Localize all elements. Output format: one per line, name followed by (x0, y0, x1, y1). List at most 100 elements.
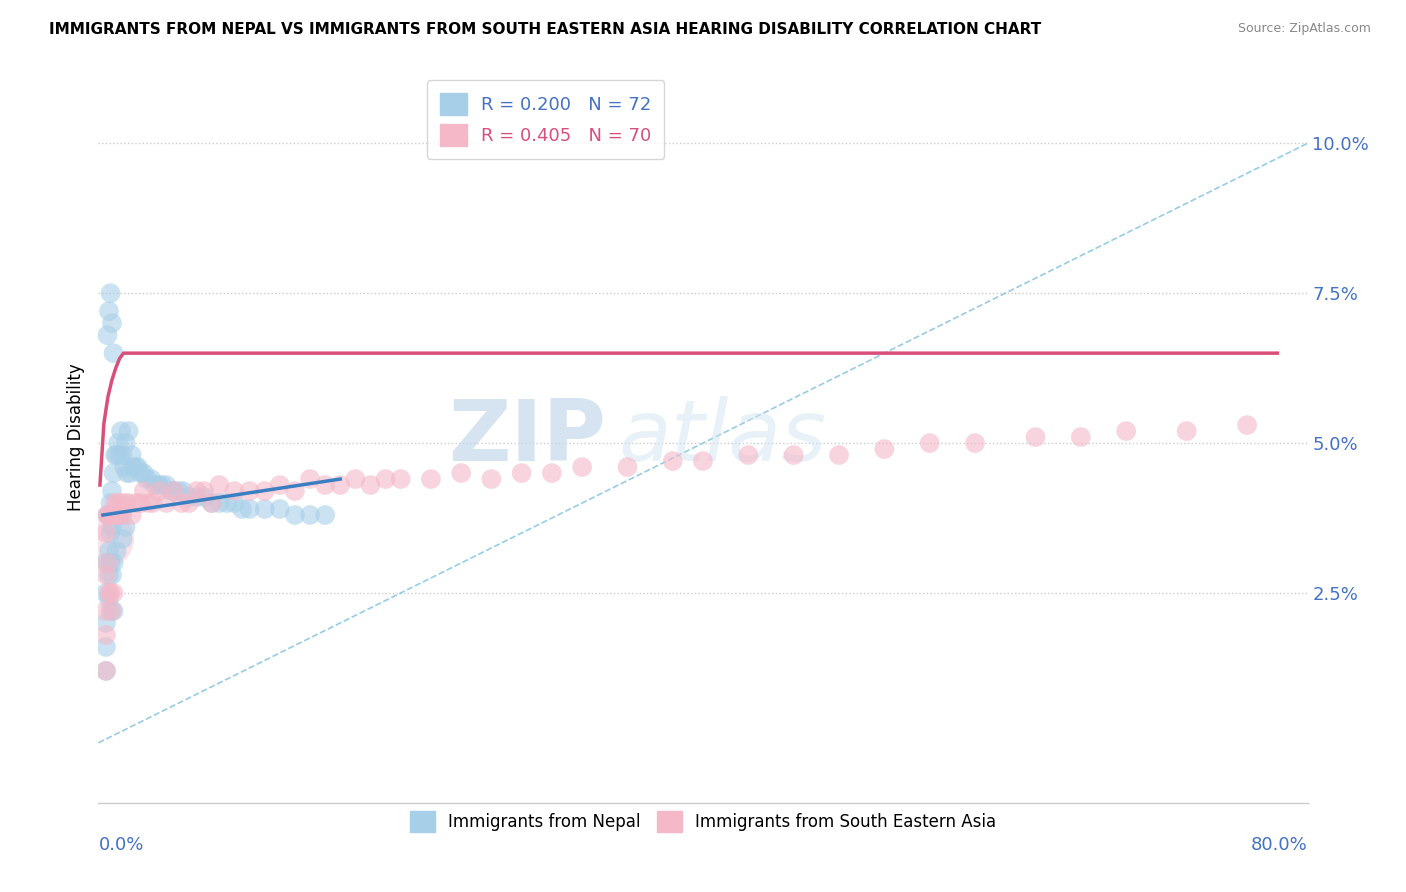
Point (193, 483, 215, 498)
Point (616, 460, 638, 475)
Point (965, 436, 987, 450)
Point (163, 483, 186, 498)
Point (96, 328, 118, 343)
Point (155, 496, 177, 510)
Point (1070, 430, 1092, 444)
Point (193, 490, 215, 504)
Point (481, 472, 503, 486)
Point (121, 508, 143, 522)
Point (132, 466, 155, 480)
Legend: Immigrants from Nepal, Immigrants from South Eastern Asia: Immigrants from Nepal, Immigrants from S… (404, 805, 1002, 838)
Point (107, 436, 129, 450)
Point (103, 466, 125, 480)
Point (100, 604, 122, 618)
Point (96, 508, 118, 522)
Point (108, 508, 131, 522)
Point (186, 490, 208, 504)
Point (167, 483, 190, 498)
Point (94, 526, 117, 541)
Point (110, 496, 132, 510)
Point (107, 508, 129, 522)
Point (873, 442, 896, 456)
Point (101, 604, 124, 618)
Point (314, 508, 336, 522)
Text: ZIP: ZIP (449, 395, 606, 479)
Point (737, 448, 759, 462)
Point (100, 508, 122, 522)
Point (450, 466, 472, 480)
Point (135, 472, 157, 486)
Text: Source: ZipAtlas.com: Source: ZipAtlas.com (1237, 22, 1371, 36)
Point (122, 460, 145, 475)
Point (692, 454, 714, 468)
Point (284, 508, 307, 522)
Point (661, 454, 683, 468)
Point (129, 466, 152, 480)
Point (94, 615, 117, 630)
Point (208, 496, 231, 510)
Point (103, 346, 125, 360)
Point (114, 520, 136, 534)
Point (103, 508, 125, 522)
Point (98, 544, 121, 558)
Point (918, 436, 941, 450)
Point (112, 460, 135, 475)
Point (100, 526, 122, 541)
Point (215, 496, 238, 510)
Point (314, 478, 336, 492)
Point (93, 532, 115, 546)
Text: atlas: atlas (619, 395, 827, 479)
Point (150, 478, 173, 492)
Point (94, 604, 117, 618)
Point (111, 532, 134, 546)
Point (179, 496, 201, 510)
Point (111, 448, 134, 462)
Point (148, 483, 170, 498)
Point (1115, 424, 1137, 438)
Point (94, 568, 117, 582)
Point (121, 448, 143, 462)
Point (571, 460, 593, 475)
Y-axis label: Hearing Disability: Hearing Disability (66, 363, 84, 511)
Point (94, 628, 117, 642)
Point (100, 586, 122, 600)
Point (389, 472, 412, 486)
Point (127, 460, 149, 475)
Point (208, 478, 231, 492)
Text: IMMIGRANTS FROM NEPAL VS IMMIGRANTS FROM SOUTH EASTERN ASIA HEARING DISABILITY C: IMMIGRANTS FROM NEPAL VS IMMIGRANTS FROM… (49, 22, 1042, 37)
Point (374, 472, 396, 486)
Point (155, 478, 177, 492)
Point (125, 460, 148, 475)
Point (103, 508, 125, 522)
Point (172, 483, 194, 498)
Point (111, 508, 134, 522)
Point (98, 508, 121, 522)
Point (104, 448, 127, 462)
Point (179, 490, 201, 504)
Point (269, 478, 291, 492)
Point (105, 544, 128, 558)
Point (94, 664, 117, 678)
Point (101, 568, 124, 582)
Point (828, 448, 851, 462)
Point (231, 502, 253, 516)
Point (170, 496, 193, 510)
Point (104, 508, 127, 522)
Point (98, 586, 121, 600)
Point (101, 520, 124, 534)
Point (224, 496, 246, 510)
Point (103, 556, 125, 570)
Point (510, 466, 533, 480)
Point (98, 304, 121, 318)
Point (132, 483, 155, 498)
Point (110, 424, 132, 438)
Point (284, 483, 307, 498)
Point (94, 556, 117, 570)
Point (108, 448, 131, 462)
Point (103, 604, 125, 618)
Point (107, 496, 129, 510)
Point (94, 586, 117, 600)
Point (148, 478, 170, 492)
Point (143, 478, 166, 492)
Point (100, 496, 122, 510)
